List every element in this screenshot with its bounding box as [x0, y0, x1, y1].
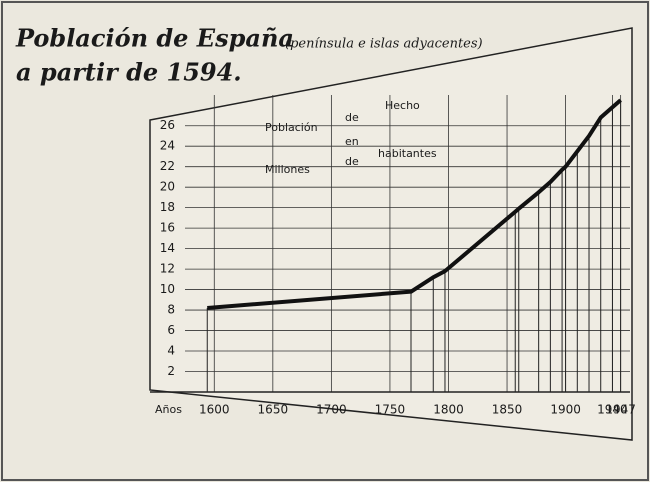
- y-tick-label: 8: [167, 303, 175, 317]
- x-tick-label: 1947: [605, 403, 636, 417]
- x-tick-label: 1600: [199, 403, 230, 417]
- y-tick-label: 22: [160, 159, 175, 173]
- board: [149, 27, 633, 441]
- x-tick-label: 1700: [316, 403, 347, 417]
- chart-subtitle: (península e islas adyacentes): [285, 37, 483, 52]
- x-tick-label: 1940: [597, 403, 628, 417]
- chart-title: Población de España: [15, 24, 294, 53]
- x-tick-label: 1750: [375, 403, 406, 417]
- y-tick-label: 20: [160, 180, 175, 194]
- y-tick-label: 6: [167, 323, 175, 337]
- annotation: de: [345, 111, 359, 124]
- annotation: Millones: [265, 163, 310, 176]
- y-tick-label: 14: [160, 241, 175, 255]
- y-tick-label: 24: [160, 139, 175, 153]
- y-tick-label: 16: [160, 221, 175, 235]
- x-tick-label: 1650: [258, 403, 289, 417]
- y-tick-label: 4: [167, 344, 175, 358]
- x-tick-label: 1850: [492, 403, 523, 417]
- y-tick-label: 18: [160, 200, 175, 214]
- annotation: Hecho: [385, 99, 420, 112]
- annotation: en: [345, 135, 359, 148]
- y-tick-label: 26: [160, 118, 175, 132]
- x-axis-label: Años: [155, 403, 182, 416]
- annotation: Población: [265, 121, 318, 134]
- annotation: habitantes: [378, 147, 437, 160]
- chart-title-line2: a partir de 1594.: [16, 58, 242, 87]
- y-tick-label: 10: [160, 282, 175, 296]
- x-tick-label: 1800: [433, 403, 464, 417]
- x-tick-label: 1900: [550, 403, 581, 417]
- y-tick-label: 12: [160, 262, 175, 276]
- annotation: de: [345, 155, 359, 168]
- data-line: [207, 98, 622, 311]
- y-tick-label: 2: [167, 364, 175, 378]
